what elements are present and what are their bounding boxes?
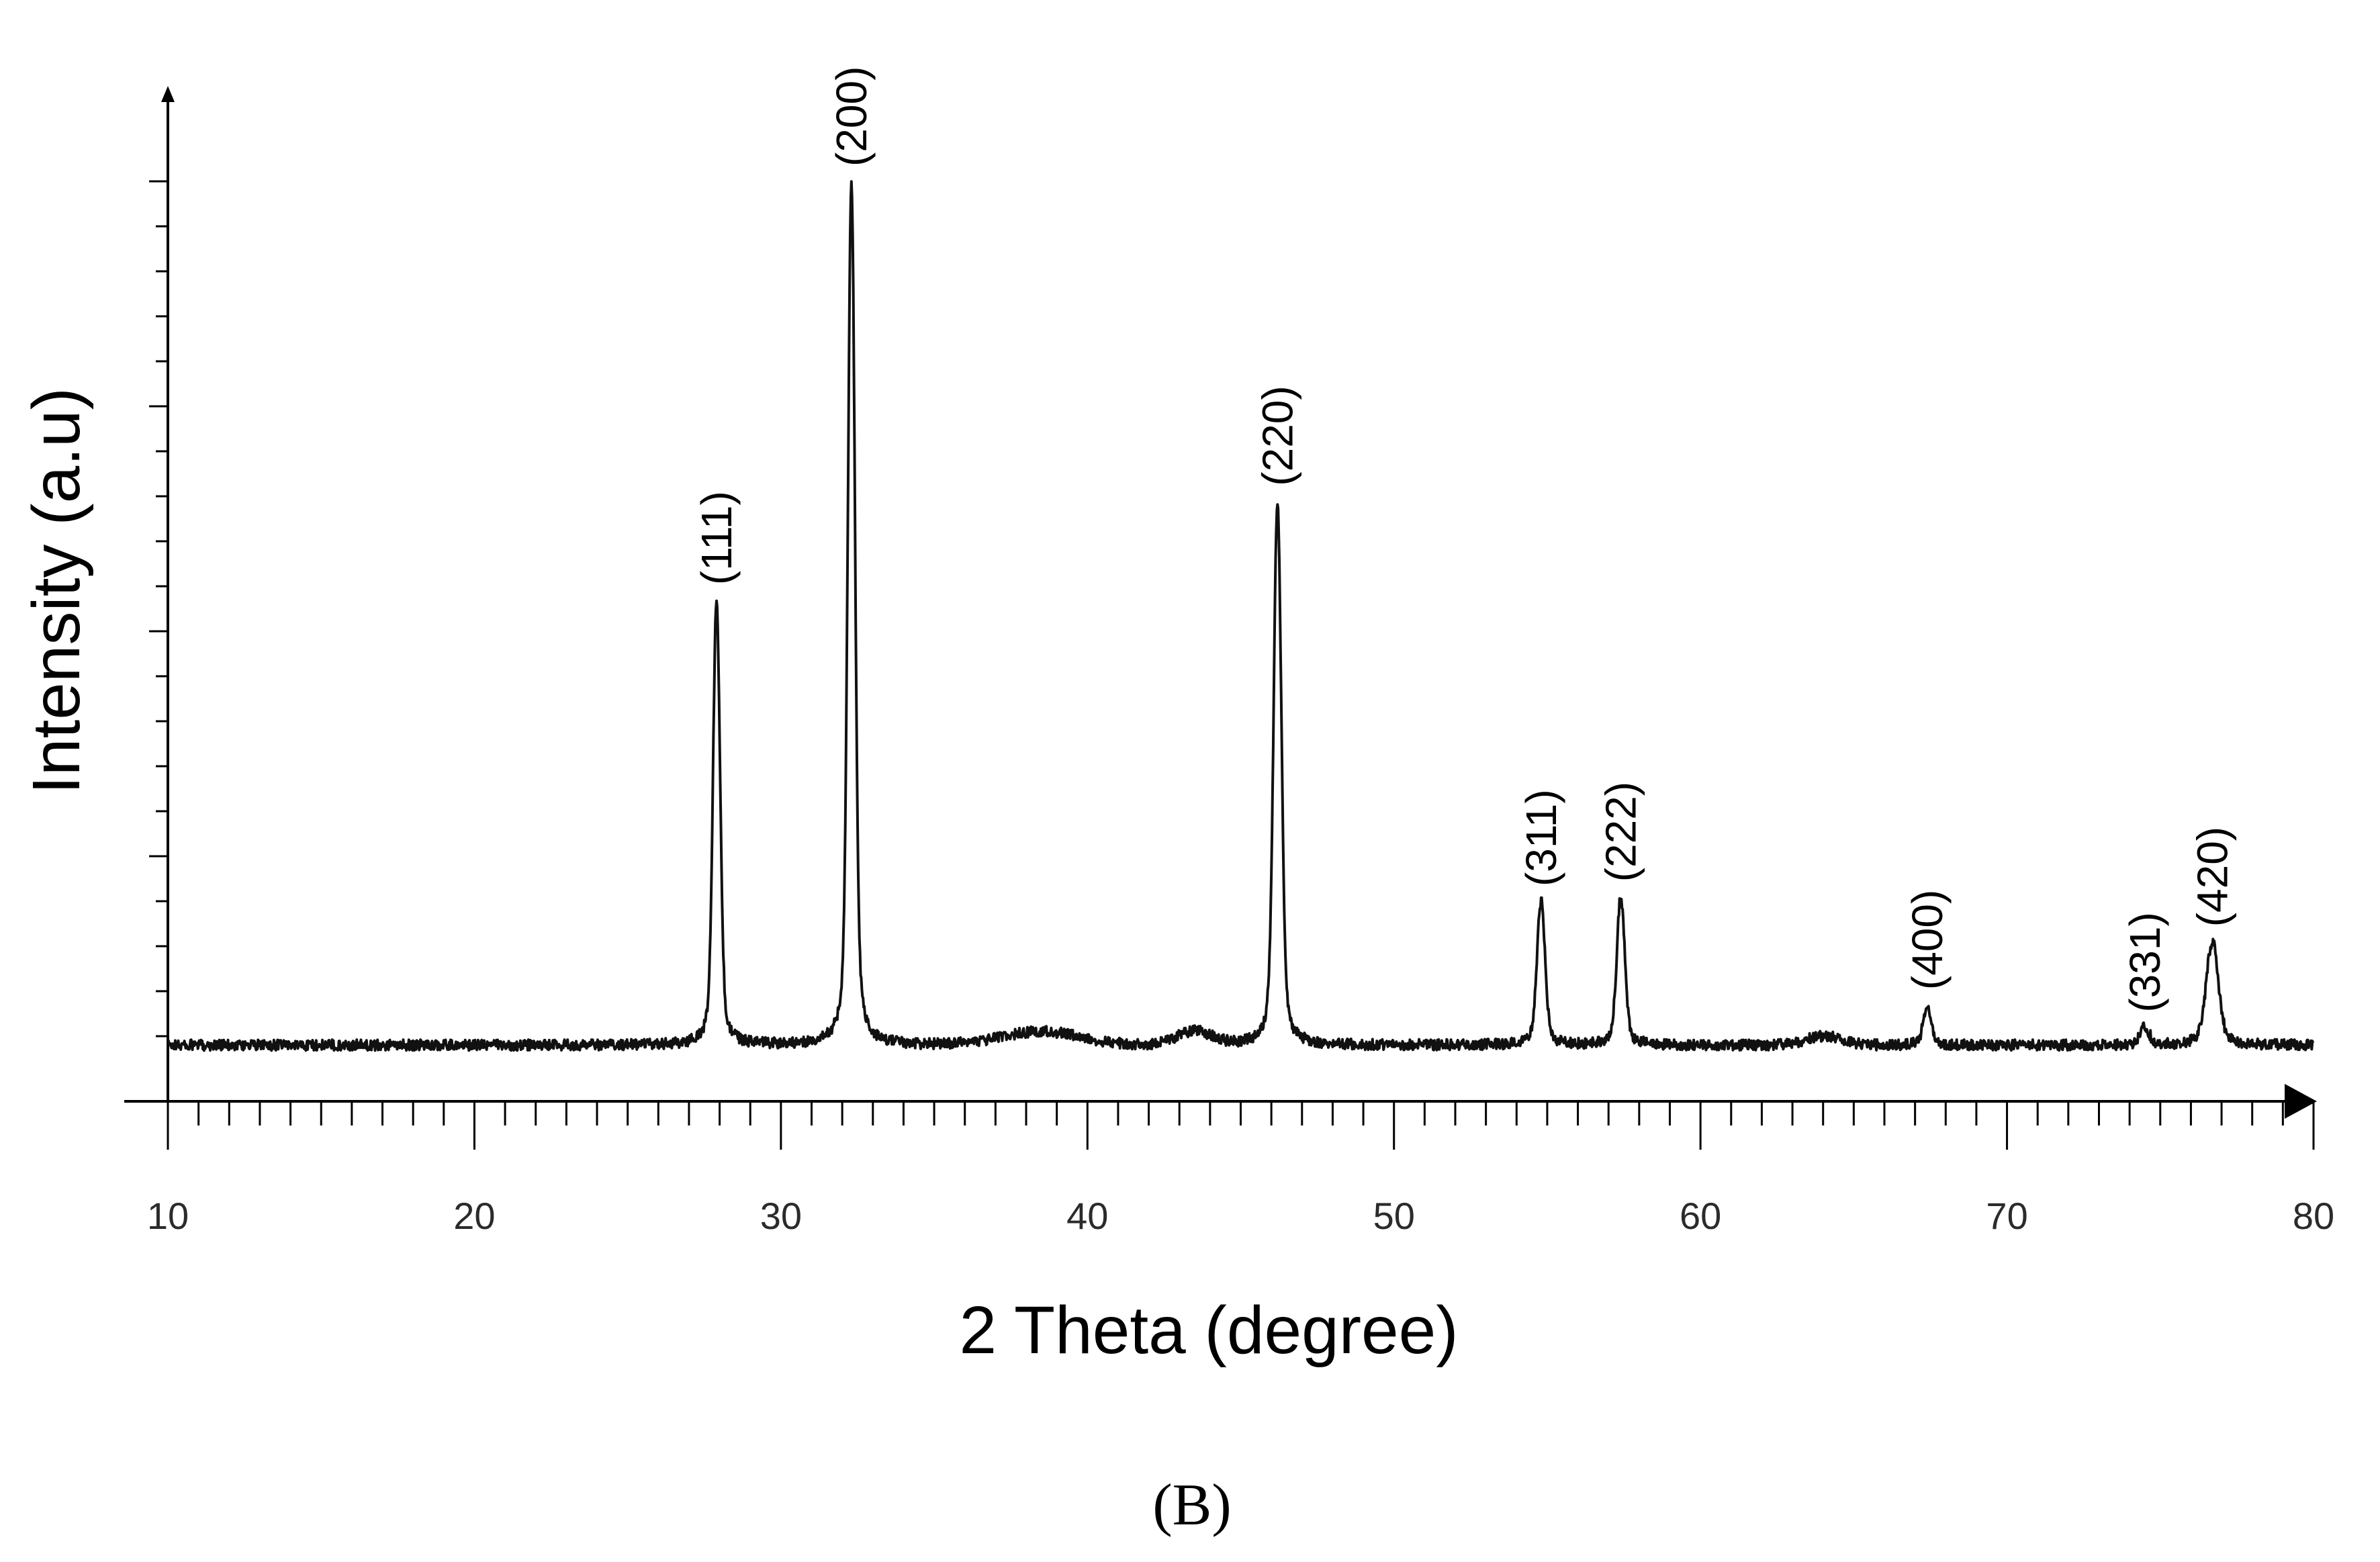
x-axis-ticks	[167, 1101, 2315, 1150]
peak-label: (420)	[2188, 827, 2236, 927]
xrd-pattern-line	[167, 180, 2315, 1052]
peak-label: (222)	[1596, 782, 1645, 882]
x-axis-arrow	[2285, 1084, 2317, 1119]
x-axis-label: 2 Theta (degree)	[959, 1293, 1458, 1368]
y-axis-arrow	[161, 86, 175, 102]
x-tick-label: 70	[1986, 1195, 2027, 1237]
peak-label: (200)	[827, 66, 876, 167]
x-tick-label: 30	[760, 1195, 802, 1237]
peak-labels: (111) (200) (220) (311) (222) (400) (331) (420)	[692, 66, 2236, 1013]
panel-label: (B)	[1152, 1473, 1231, 1538]
peak-label: (111)	[692, 491, 741, 585]
y-axis-label: Intensity (a.u)	[19, 387, 94, 794]
x-tick-label: 80	[2293, 1195, 2334, 1237]
x-tick-label: 60	[1680, 1195, 1721, 1237]
x-tick-labels: 10 20 30 40 50 60 70 80	[147, 1195, 2334, 1237]
peak-label: (400)	[1903, 890, 1952, 990]
x-tick-label: 10	[147, 1195, 189, 1237]
x-axis	[124, 1084, 2317, 1119]
x-tick-label: 40	[1066, 1195, 1108, 1237]
x-tick-label: 50	[1373, 1195, 1415, 1237]
peak-label: (331)	[2121, 912, 2169, 1012]
x-tick-label: 20	[453, 1195, 495, 1237]
y-axis	[161, 86, 175, 1101]
peak-label: (220)	[1253, 385, 1301, 486]
peak-label: (311)	[1517, 789, 1565, 886]
y-axis-ticks	[149, 180, 168, 1038]
